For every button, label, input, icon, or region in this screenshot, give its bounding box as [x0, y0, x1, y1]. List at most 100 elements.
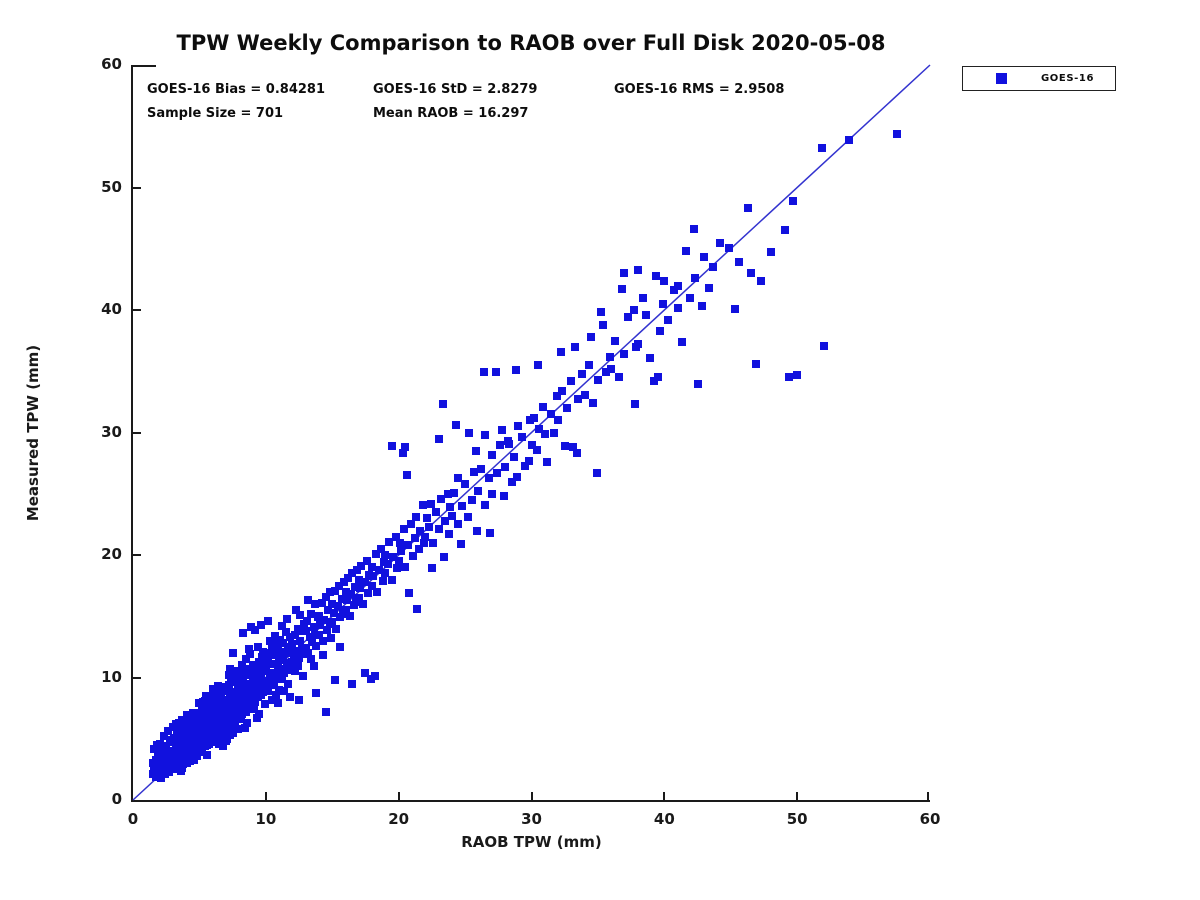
data-point [283, 614, 292, 623]
data-point [422, 514, 431, 523]
data-point [685, 293, 694, 302]
data-point [689, 225, 698, 234]
data-point [163, 727, 172, 736]
data-point [321, 707, 330, 716]
y-tick-mark [133, 186, 141, 189]
data-point [171, 745, 180, 754]
x-tick-label: 10 [255, 810, 277, 828]
data-point [458, 502, 467, 510]
data-point [277, 622, 286, 631]
data-point [336, 642, 345, 651]
data-point [411, 513, 420, 522]
data-point [405, 588, 414, 597]
data-point [228, 688, 237, 697]
data-point [203, 713, 212, 722]
data-point [543, 457, 552, 466]
data-point [401, 443, 410, 452]
x-axis-label: RAOB TPW (mm) [461, 833, 602, 851]
data-point [261, 649, 270, 657]
data-point [374, 565, 383, 574]
data-point [251, 625, 260, 634]
data-point [434, 434, 443, 443]
data-point [224, 722, 233, 731]
data-point [309, 623, 318, 632]
data-point [305, 633, 314, 642]
data-point [373, 587, 382, 596]
data-point [785, 373, 794, 382]
data-point [361, 668, 370, 677]
y-tick-60-mark [133, 65, 156, 67]
data-point [249, 705, 258, 714]
data-point [615, 373, 624, 382]
data-point [318, 651, 327, 660]
data-point [492, 468, 501, 477]
data-point [341, 606, 350, 615]
data-point [325, 587, 334, 596]
data-point [746, 269, 755, 278]
data-point [199, 734, 208, 743]
data-point [215, 739, 224, 748]
data-point [471, 446, 480, 455]
data-point [299, 672, 308, 681]
stat-rms-text: GOES-16 RMS = 2.9508 [614, 82, 785, 97]
data-point [253, 642, 262, 651]
data-point [292, 606, 301, 615]
data-point [558, 386, 567, 395]
data-point [361, 577, 370, 586]
data-point [429, 538, 438, 547]
data-point [454, 473, 463, 482]
data-point [231, 721, 240, 730]
data-point [337, 595, 346, 604]
data-point [377, 544, 386, 553]
data-point [314, 612, 323, 621]
data-point [362, 557, 371, 566]
data-point [310, 600, 319, 608]
data-point [498, 426, 507, 435]
data-point [291, 667, 300, 676]
data-point [208, 699, 217, 708]
data-point [645, 353, 654, 362]
data-point [372, 549, 381, 558]
data-point [240, 723, 249, 732]
data-point [332, 624, 341, 633]
data-point [256, 620, 265, 629]
data-point [673, 303, 682, 312]
data-point [243, 718, 252, 727]
data-point [844, 135, 853, 144]
data-point [399, 525, 408, 534]
data-point [410, 533, 419, 542]
data-point [281, 628, 290, 637]
data-point [392, 532, 400, 541]
data-point [333, 602, 342, 611]
data-point [227, 675, 236, 684]
data-point [232, 694, 241, 703]
data-point [633, 340, 642, 349]
data-point [588, 399, 597, 408]
data-point [304, 596, 313, 605]
data-point [664, 315, 673, 324]
data-point [393, 564, 402, 573]
data-point [398, 449, 407, 458]
data-point [381, 551, 390, 559]
y-tick-label: 10 [101, 667, 122, 686]
data-point [486, 528, 495, 537]
data-point [243, 699, 252, 708]
data-point [730, 304, 739, 313]
data-point [620, 269, 629, 278]
data-point [306, 655, 315, 664]
data-point [345, 612, 354, 621]
data-point [751, 359, 760, 368]
data-point [202, 691, 211, 700]
data-point [326, 634, 335, 643]
data-point [477, 465, 486, 474]
data-point [394, 557, 403, 566]
plot-area: 0 10 20 30 40 50 60 0 10 20 30 40 50 60 RAOB TPW (mm)… [24, 55, 940, 851]
data-point [288, 657, 297, 666]
x-tick-label: 20 [388, 810, 410, 828]
data-point [633, 265, 642, 274]
data-point [279, 639, 288, 648]
legend-box: GOES-16 [962, 66, 1116, 91]
data-point [789, 196, 798, 205]
data-point [237, 661, 246, 670]
data-point [164, 747, 173, 755]
